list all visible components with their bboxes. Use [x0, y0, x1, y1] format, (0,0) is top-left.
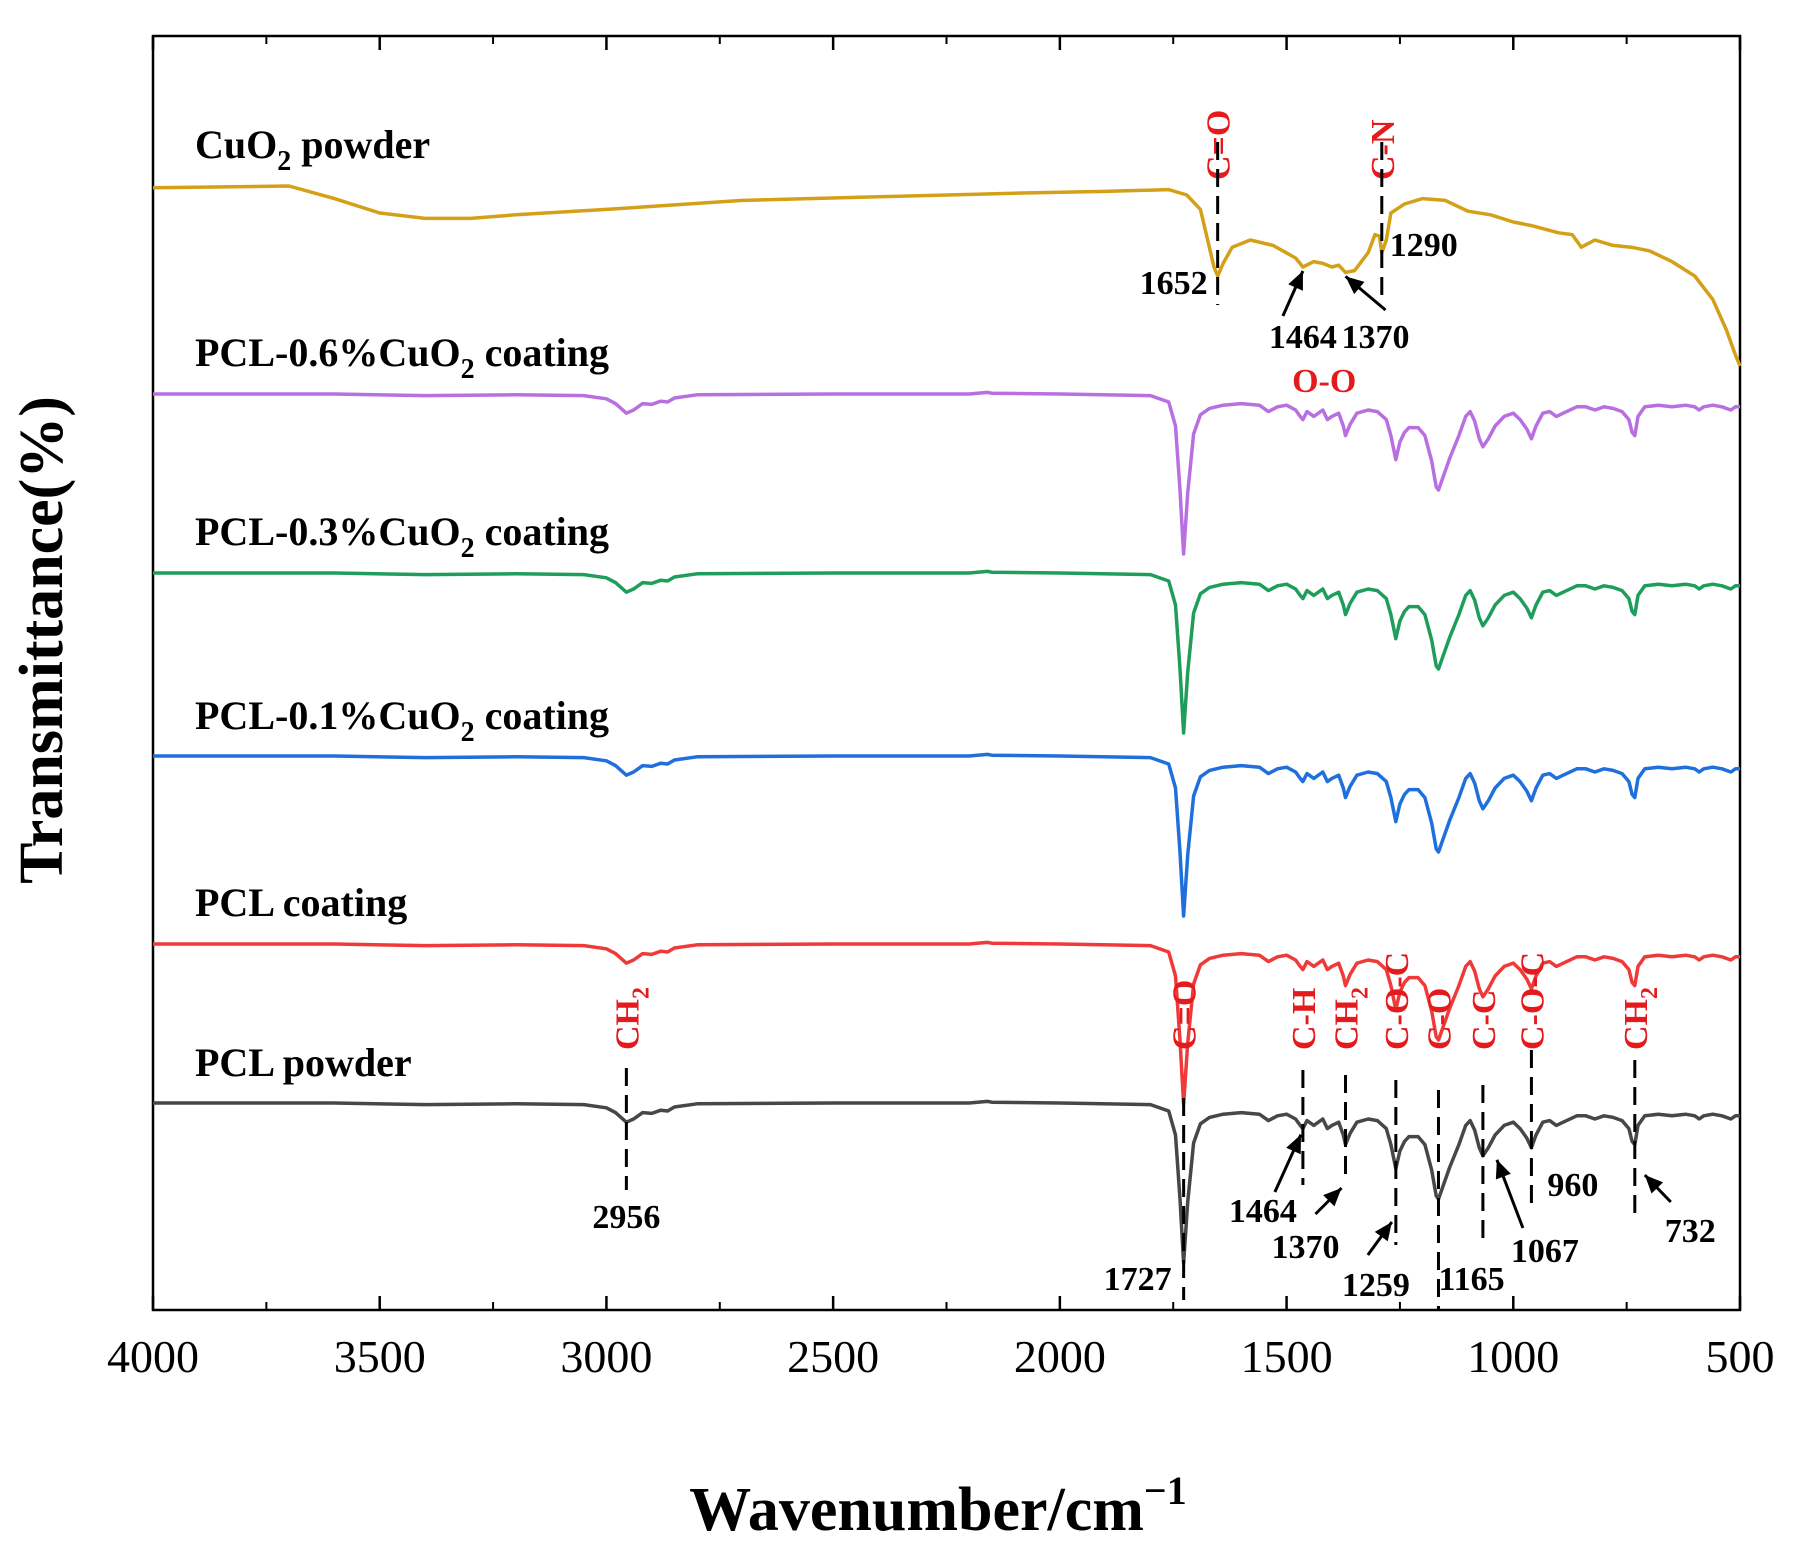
x-axis-ticks: 4000 3500 3000 2500 2000 1500 1000 500 — [107, 36, 1775, 1382]
peak-arrow-head — [1286, 1134, 1301, 1155]
peak-label: 1290 — [1390, 227, 1458, 264]
peak-arrow-head — [1323, 1188, 1342, 1207]
series-label-subscript: 2 — [461, 354, 475, 385]
x-tick-label: 2500 — [787, 1331, 879, 1382]
series-label: PCL-0.3%CuO2 coating — [195, 509, 609, 564]
x-tick-label: 3500 — [334, 1331, 426, 1382]
x-axis-title-superscript: −1 — [1144, 1468, 1187, 1513]
series-label-subscript: 2 — [461, 717, 475, 748]
series-label: PCL-0.1%CuO2 coating — [195, 693, 609, 748]
series-label: PCL coating — [195, 880, 407, 925]
peak-arrow-head — [1495, 1159, 1511, 1180]
series-label-main: PCL powder — [195, 1040, 412, 1085]
group-label-subscript: 2 — [1348, 987, 1374, 999]
series-label: PCL powder — [195, 1040, 412, 1085]
group-label-text: C=O — [1167, 980, 1204, 1050]
series-label-main: PCL-0.6%CuO — [195, 330, 461, 375]
series-label-subscript: 2 — [277, 146, 291, 177]
peak-label: 1165 — [1438, 1261, 1504, 1298]
x-tick-label: 500 — [1706, 1331, 1775, 1382]
x-tick-label: 1000 — [1467, 1331, 1559, 1382]
x-axis-title-text: Wavenumber/cm — [689, 1476, 1144, 1544]
group-label: O-O — [1292, 363, 1356, 400]
x-axis-title: Wavenumber/cm−1 — [689, 1468, 1186, 1544]
series-label: CuO2 powder — [195, 122, 430, 177]
group-label-subscript: 2 — [1637, 987, 1663, 999]
group-label-text: C-O — [1421, 988, 1458, 1050]
x-tick-label: 1500 — [1241, 1331, 1333, 1382]
group-label-text: C-C — [1466, 990, 1503, 1050]
series-label-suffix: powder — [291, 122, 430, 167]
annotation-layer: C=OC-NO-OCH2C=OC-HCH2C-O-CC-OC-CC-O-CCH2… — [592, 110, 1716, 1310]
group-label: C-O — [1421, 988, 1458, 1050]
series-label-suffix: coating — [475, 509, 609, 554]
peak-label: 2956 — [592, 1199, 660, 1236]
peak-arrow-head — [1345, 276, 1365, 295]
group-label-text: C-O-C — [1514, 952, 1551, 1050]
peak-label: 1370 — [1342, 319, 1410, 356]
group-label-text: C-O-C — [1379, 952, 1416, 1050]
group-label-text: C-H — [1286, 988, 1323, 1050]
plot-border — [151, 34, 1742, 1312]
peak-label: 960 — [1547, 1167, 1598, 1204]
peak-arrow-head — [1644, 1175, 1664, 1194]
series-label-main: PCL-0.1%CuO — [195, 693, 461, 738]
group-label: C-O-C — [1379, 952, 1416, 1050]
series-label-suffix: coating — [475, 330, 609, 375]
group-label: C-O-C — [1514, 952, 1551, 1050]
series-line — [153, 390, 1740, 556]
peak-label: 1727 — [1104, 1261, 1172, 1298]
group-label-text: CH — [1618, 999, 1655, 1050]
series-label-suffix: coating — [475, 693, 609, 738]
peak-label: 1259 — [1342, 1267, 1410, 1304]
group-label-text: CH — [609, 999, 646, 1050]
group-label: CH2 — [609, 987, 654, 1050]
series-line — [153, 940, 1740, 1106]
series-line — [153, 752, 1740, 918]
series-line — [153, 1099, 1740, 1265]
series-line — [152, 184, 1742, 367]
series-label-main: PCL-0.3%CuO — [195, 509, 461, 554]
series-label-main: CuO — [195, 122, 277, 167]
peak-label: 732 — [1665, 1213, 1716, 1250]
x-tick-label: 4000 — [107, 1331, 199, 1382]
group-label-subscript: 2 — [628, 987, 654, 999]
series-label: PCL-0.6%CuO2 coating — [195, 330, 609, 385]
peak-label: 1067 — [1511, 1233, 1579, 1270]
peak-label: 1464 — [1229, 1193, 1297, 1230]
peak-arrow-head — [1288, 271, 1303, 291]
group-label: C-H — [1286, 988, 1323, 1050]
group-label-text: CH — [1329, 999, 1366, 1050]
group-label: CH2 — [1618, 987, 1663, 1050]
y-axis-title: Transmittance(%) — [8, 396, 76, 884]
group-label: CH2 — [1329, 987, 1374, 1050]
series-line — [153, 569, 1740, 735]
series-label-subscript: 2 — [461, 533, 475, 564]
group-label: C-C — [1466, 990, 1503, 1050]
peak-label: 1370 — [1272, 1229, 1340, 1266]
peak-arrow-head — [1374, 1222, 1392, 1242]
peak-label: 1652 — [1140, 265, 1208, 302]
group-label: C=O — [1167, 980, 1204, 1050]
x-tick-label: 2000 — [1014, 1331, 1106, 1382]
peak-label: 1464 — [1269, 319, 1337, 356]
x-tick-label: 3000 — [560, 1331, 652, 1382]
series-label-main: PCL coating — [195, 880, 407, 925]
plot-frame — [151, 34, 1742, 1312]
